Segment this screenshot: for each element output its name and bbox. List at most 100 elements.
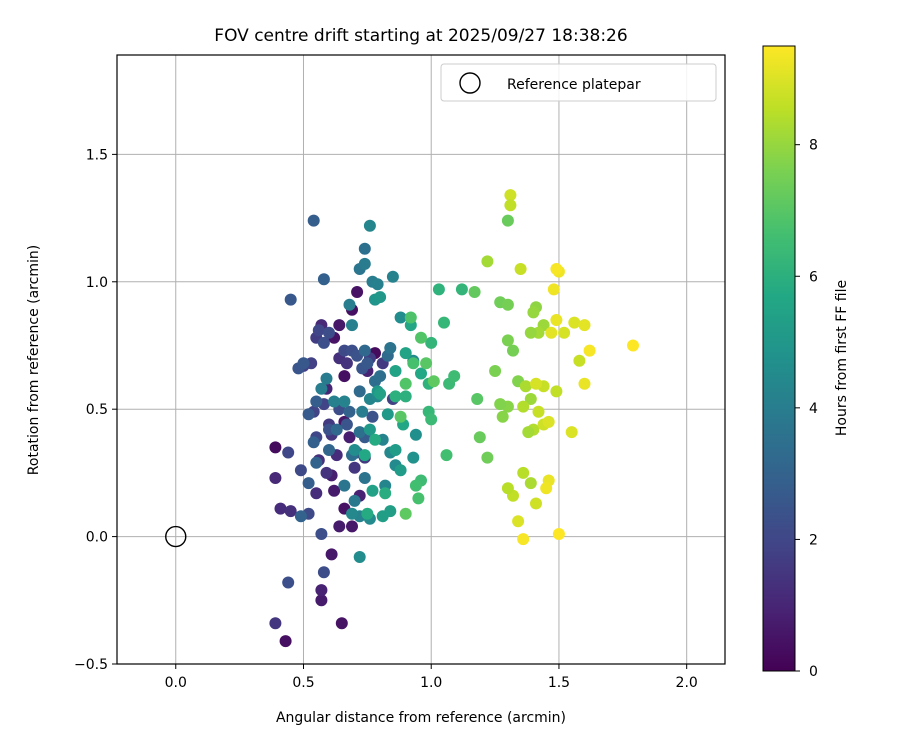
data-point bbox=[399, 507, 412, 520]
data-point bbox=[346, 520, 358, 533]
data-point bbox=[494, 398, 507, 411]
data-point bbox=[361, 357, 374, 370]
scatter-points bbox=[269, 189, 639, 648]
data-point bbox=[394, 410, 407, 423]
data-point bbox=[412, 492, 425, 505]
colorbar-gradient bbox=[762, 45, 796, 672]
data-point bbox=[343, 431, 356, 444]
data-point bbox=[507, 344, 519, 357]
data-point bbox=[284, 505, 297, 518]
legend: Reference platepar bbox=[440, 63, 717, 102]
data-point bbox=[471, 393, 484, 405]
data-point bbox=[504, 199, 517, 212]
legend-box bbox=[440, 63, 717, 102]
data-point bbox=[320, 466, 333, 479]
data-point bbox=[294, 510, 307, 523]
data-point bbox=[312, 324, 325, 337]
data-point bbox=[310, 487, 323, 500]
data-point bbox=[282, 576, 295, 589]
colorbar-tick-label: 8 bbox=[809, 138, 818, 154]
data-point bbox=[369, 433, 381, 446]
colorbar-tick-label: 0 bbox=[809, 664, 818, 680]
data-point bbox=[315, 584, 328, 597]
data-point bbox=[455, 283, 468, 296]
data-point bbox=[583, 344, 596, 357]
data-point bbox=[399, 377, 412, 390]
data-point bbox=[527, 306, 540, 319]
x-tick-label: 1.0 bbox=[420, 675, 442, 691]
data-point bbox=[481, 451, 494, 464]
data-point bbox=[532, 405, 545, 418]
data-point bbox=[328, 484, 341, 497]
data-point bbox=[374, 387, 387, 400]
data-point bbox=[284, 293, 297, 306]
data-point bbox=[374, 291, 387, 304]
data-point bbox=[358, 344, 371, 357]
data-point bbox=[496, 410, 509, 423]
data-point bbox=[481, 255, 494, 268]
data-point bbox=[545, 326, 558, 339]
data-point bbox=[348, 461, 361, 474]
data-point bbox=[389, 444, 402, 456]
reference-marker bbox=[165, 525, 187, 548]
data-point bbox=[340, 357, 353, 370]
data-point bbox=[356, 405, 369, 418]
colorbar-tick-label: 4 bbox=[809, 401, 818, 417]
data-point bbox=[432, 283, 445, 296]
data-point bbox=[323, 326, 335, 339]
data-point bbox=[501, 482, 514, 495]
data-point bbox=[343, 298, 356, 311]
data-point bbox=[578, 377, 591, 390]
data-point bbox=[333, 319, 346, 332]
data-point bbox=[279, 635, 292, 648]
data-point bbox=[420, 357, 433, 370]
data-point bbox=[394, 311, 407, 324]
data-point bbox=[363, 423, 376, 436]
data-point bbox=[415, 331, 427, 344]
data-point bbox=[578, 319, 591, 332]
y-tick-label: 1.5 bbox=[86, 147, 108, 163]
data-point bbox=[340, 418, 353, 431]
data-point bbox=[371, 278, 384, 291]
x-tick-label: 0.5 bbox=[292, 675, 314, 691]
data-point bbox=[315, 594, 328, 607]
data-point bbox=[627, 339, 639, 352]
data-point bbox=[302, 408, 315, 421]
data-point bbox=[550, 385, 563, 398]
data-point bbox=[310, 395, 323, 408]
data-point bbox=[361, 507, 374, 520]
data-point bbox=[353, 551, 366, 563]
y-axis-label: Rotation from reference (arcmin) bbox=[26, 245, 42, 475]
data-point bbox=[565, 426, 578, 439]
data-point bbox=[358, 472, 371, 484]
data-point bbox=[409, 428, 422, 441]
data-point bbox=[540, 482, 553, 495]
data-point bbox=[473, 431, 486, 444]
data-point bbox=[269, 441, 282, 454]
data-point bbox=[512, 515, 525, 528]
data-point bbox=[519, 380, 532, 393]
data-point bbox=[389, 365, 402, 377]
data-point bbox=[550, 263, 563, 275]
data-point bbox=[310, 456, 323, 469]
data-point bbox=[338, 370, 351, 383]
data-point bbox=[404, 311, 417, 324]
x-axis: 0.0 0.5 1.0 1.5 2.0 bbox=[165, 664, 698, 691]
data-point bbox=[317, 336, 330, 349]
data-point bbox=[338, 395, 351, 408]
data-point bbox=[409, 479, 422, 492]
x-tick-label: 1.5 bbox=[548, 675, 570, 691]
data-point bbox=[550, 314, 563, 326]
data-point bbox=[269, 617, 282, 630]
data-point bbox=[348, 444, 361, 456]
data-point bbox=[358, 257, 371, 270]
y-tick-label: 0.5 bbox=[86, 402, 108, 418]
data-point bbox=[573, 354, 586, 367]
data-point bbox=[307, 214, 320, 227]
x-tick-label: 2.0 bbox=[676, 675, 698, 691]
data-point bbox=[501, 334, 514, 347]
data-point bbox=[440, 449, 453, 462]
gridlines bbox=[117, 55, 725, 665]
data-point bbox=[317, 273, 330, 286]
